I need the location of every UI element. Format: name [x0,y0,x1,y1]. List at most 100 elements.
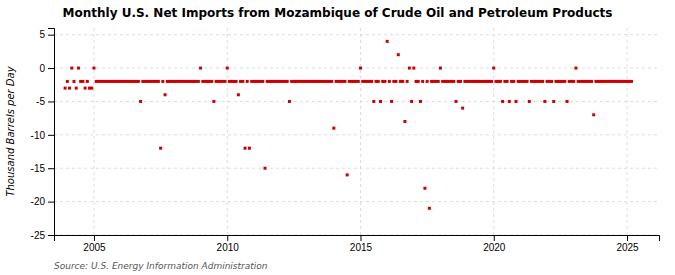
x-grid-line [493,28,494,235]
point [508,100,511,103]
point [244,147,247,150]
y-tick-mark [48,101,54,102]
x-tick-label: 2010 [217,242,240,253]
point [86,80,89,83]
point [592,113,595,116]
y-tick-label: -15 [31,163,46,174]
point [261,80,264,83]
point [164,93,167,96]
x-tick: 2005 [83,235,106,253]
y-axis: 50-5-10-15-20-25 [31,29,55,241]
plot-area: 2005201020152020202550-5-10-15-20-25 [31,28,660,253]
x-tick: 2015 [350,235,373,253]
point [506,80,509,83]
point [514,100,517,103]
x-grid-line [627,28,628,235]
y-tick-mark [48,168,54,169]
point [390,100,393,103]
point [563,80,566,83]
y-axis-line [48,29,55,236]
x-tick-label: 2015 [350,242,373,253]
point [75,87,78,90]
x-tick-mark [627,235,628,241]
x-tick-mark [494,235,495,241]
point [550,80,553,83]
x-axis: 2005 2010 2015 2020 2025 [55,235,660,253]
chart: 2005201020152020202550-5-10-15-20-25Mont… [0,0,675,275]
point [419,100,422,103]
point [330,80,333,83]
point [226,67,229,70]
point [248,147,251,150]
point [81,80,84,83]
point [403,120,406,123]
x-grid-line [93,28,94,235]
point [541,80,544,83]
point [428,207,431,210]
point [72,80,75,83]
point [370,80,373,83]
y-tick: -25 [31,230,54,241]
point [288,100,291,103]
y-tick: 5 [39,29,54,40]
y-tick-mark [48,135,54,136]
y-grid-line [54,134,659,135]
point [157,80,160,83]
point [461,107,464,110]
point [417,80,420,83]
y-grid-line [54,201,659,202]
point [499,80,502,83]
x-grid-line [227,28,228,235]
point [401,80,404,83]
point [406,80,409,83]
source: Source: U.S. Energy Information Administ… [54,261,268,271]
y-tick-label: -10 [31,130,46,141]
point [528,100,531,103]
point [454,100,457,103]
x-tick-mark [227,235,228,241]
point [137,80,140,83]
point [159,147,162,150]
point [70,67,73,70]
point [161,80,164,83]
point [566,100,569,103]
point [66,80,69,83]
y-axis-title: Thousand Barrels per Day [5,65,16,196]
point [224,80,227,83]
y-tick: -15 [31,163,54,174]
y-tick-mark [48,68,54,69]
point [421,80,424,83]
y-grid-line [54,101,659,102]
point [423,187,426,190]
point [452,80,455,83]
point [199,67,202,70]
point [64,87,67,90]
point [68,87,71,90]
title: Monthly U.S. Net Imports from Mozambique… [63,6,613,20]
x-tick: 2025 [616,235,639,253]
x-tick-label: 2020 [483,242,506,253]
point [197,80,200,83]
point [84,87,87,90]
point [408,67,411,70]
point [332,127,335,130]
point [92,67,95,70]
point [459,80,462,83]
point [357,80,360,83]
point [590,80,593,83]
x-tick-mark [360,235,361,241]
point [372,100,375,103]
y-tick-mark [48,202,54,203]
point [490,80,493,83]
point [286,80,289,83]
point [574,67,577,70]
y-tick: 0 [39,63,54,74]
point [139,100,142,103]
y-tick-mark [48,235,54,236]
point [543,100,546,103]
y-tick-label: 5 [39,29,45,40]
point [388,80,391,83]
y-tick: -20 [31,196,54,207]
point [359,67,362,70]
point [439,67,442,70]
